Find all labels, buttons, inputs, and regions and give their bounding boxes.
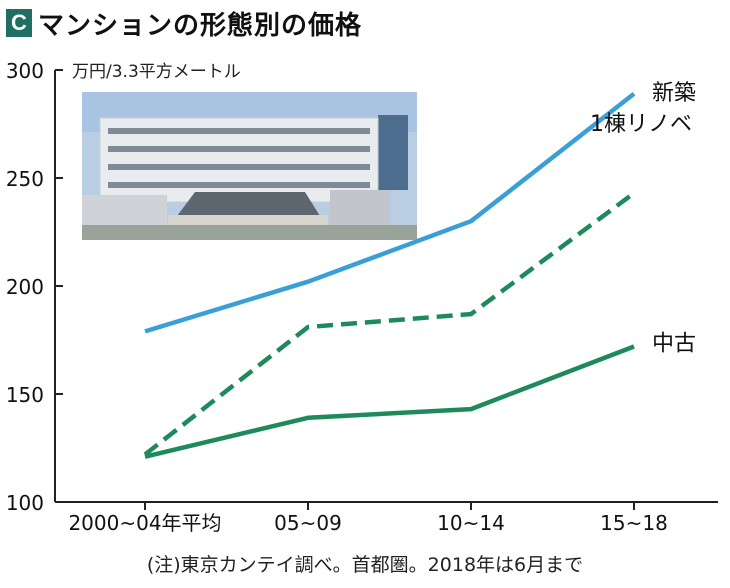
series-label: 新築 bbox=[652, 81, 696, 106]
y-tick-label: 300 bbox=[6, 59, 44, 83]
series-label: 中古 bbox=[652, 331, 696, 356]
chart-header: C マンションの形態別の価格 bbox=[6, 6, 363, 41]
series-line-0 bbox=[144, 91, 636, 334]
series-label: 1棟リノベ bbox=[590, 112, 692, 137]
series-line-2 bbox=[144, 344, 635, 459]
section-badge: C bbox=[6, 9, 32, 37]
unit-label: 万円/3.3平方メートル bbox=[72, 62, 241, 82]
apartment-building-photo bbox=[82, 92, 417, 240]
chart-title: マンションの形態別の価格 bbox=[38, 10, 363, 41]
x-tick-label: 15~18 bbox=[600, 511, 668, 535]
footnote: (注)東京カンテイ調べ。首都圏。2018年は6月まで bbox=[146, 554, 584, 576]
y-tick-label: 250 bbox=[6, 167, 44, 191]
series-line-1 bbox=[143, 191, 636, 457]
y-tick-label: 200 bbox=[6, 275, 44, 299]
x-tick-label: 05~09 bbox=[274, 511, 342, 535]
y-tick-label: 150 bbox=[6, 383, 44, 407]
x-tick-label: 10~14 bbox=[437, 511, 505, 535]
line-chart: 100 150 200 250 300 2000~04年平均 05~09 10~14 15~18… bbox=[6, 59, 718, 535]
y-tick-label: 100 bbox=[6, 491, 44, 515]
chart-axes: 100 150 200 250 300 2000~04年平均 05~09 10~14 15~18 bbox=[6, 59, 718, 535]
x-tick-label: 2000~04年平均 bbox=[68, 511, 221, 535]
